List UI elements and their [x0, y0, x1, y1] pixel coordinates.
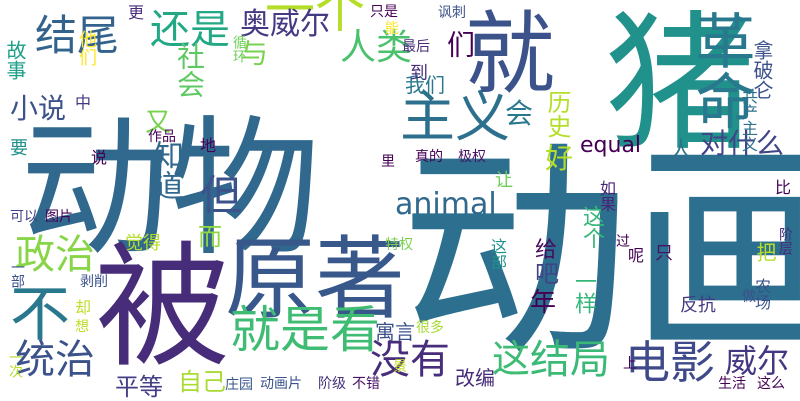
word-cloud-word: 循环 — [231, 35, 247, 63]
word-cloud-word: 拿破仑 — [750, 40, 774, 100]
word-cloud-word: 而 — [198, 223, 222, 251]
word-cloud-word: 平等 — [115, 373, 163, 401]
word-cloud-word: 想 — [75, 319, 89, 335]
word-cloud-word: 寓言 — [375, 320, 415, 344]
word-cloud-word: 很多 — [416, 320, 444, 336]
word-cloud-word: 让 — [495, 170, 513, 191]
word-cloud-word: 电影 — [625, 336, 716, 389]
word-cloud-word: 阶级 — [318, 376, 346, 392]
word-cloud-word: 不错 — [352, 376, 380, 392]
word-cloud-word: 不 — [10, 280, 70, 350]
word-cloud-word: 动画片 — [260, 376, 302, 392]
word-cloud-word: 图片 — [45, 209, 73, 225]
word-cloud-word: 一个 — [265, 0, 365, 39]
word-cloud-word: 一部 — [9, 260, 25, 288]
word-cloud-word: 反抗 — [680, 295, 716, 316]
word-cloud-word: 这部 — [488, 238, 507, 270]
word-cloud-word: 过 — [616, 234, 630, 250]
word-cloud-word: 故事 — [3, 40, 27, 80]
word-cloud-word: 统治 — [15, 337, 95, 383]
word-cloud-word: 对什么 — [700, 127, 785, 160]
word-cloud-word: 自己 — [178, 368, 226, 396]
word-cloud-word: 里 — [381, 154, 395, 170]
word-cloud-word: 剥削 — [80, 274, 108, 290]
word-cloud-word: 奥威尔 — [240, 7, 330, 42]
word-cloud-word: 们 — [443, 30, 476, 58]
word-cloud-word: 会 — [505, 97, 534, 130]
word-cloud-word: 吧 — [535, 260, 559, 288]
word-cloud-word: 说 — [91, 148, 108, 167]
word-cloud-word: 与 — [240, 37, 269, 70]
word-cloud-word: 他们 — [76, 30, 97, 66]
word-cloud-word: 地 — [200, 136, 217, 155]
word-cloud-word: 就 — [465, 2, 555, 107]
word-cloud-word: 庄园 — [225, 377, 253, 393]
word-cloud-word: 呢 — [628, 246, 645, 265]
word-cloud-word: 特权 — [385, 237, 413, 253]
word-cloud-word: 只是 — [370, 4, 398, 20]
word-cloud-word: 年 — [530, 288, 557, 318]
word-cloud-word: 却 — [75, 298, 92, 317]
word-cloud-word: 改编 — [455, 366, 495, 390]
word-cloud-word: 好 — [545, 142, 574, 175]
word-cloud-word: 讽刺 — [438, 5, 466, 21]
word-cloud-word: 阶层 — [777, 227, 793, 255]
word-cloud-word: 生活 — [718, 376, 746, 392]
word-cloud-word: 人类 — [340, 27, 413, 68]
word-cloud-word: 能 — [385, 21, 399, 37]
word-cloud-word: 这 — [492, 337, 531, 381]
word-cloud-word: 可以 — [10, 209, 38, 225]
word-cloud-word: 最后 — [402, 39, 430, 55]
word-cloud-word: 社会 — [173, 42, 206, 98]
word-cloud-word: 到 — [410, 63, 428, 84]
word-cloud-word: 动画 — [400, 121, 800, 388]
word-cloud-word: 人 — [670, 138, 693, 163]
word-cloud-word: 就是看 — [230, 301, 380, 359]
word-cloud-word: 结尾 — [35, 11, 120, 60]
word-cloud-word: 结局 — [530, 337, 610, 383]
word-cloud-word: 觉得 — [125, 233, 161, 254]
word-cloud-word: 主义 — [400, 85, 511, 149]
word-cloud-word: 景 — [393, 359, 407, 375]
word-cloud-word: 一次 — [7, 350, 23, 378]
word-cloud-word: 小说 — [10, 92, 67, 125]
word-cloud-word: 把 — [753, 242, 777, 262]
word-cloud-word: 作品 — [148, 129, 176, 145]
word-cloud-word: 中 — [75, 93, 92, 112]
word-cloud-word: 一样 — [571, 270, 596, 314]
word-cloud-word: 更 — [128, 3, 145, 22]
word-cloud-word: 没有 — [370, 337, 450, 383]
word-cloud-word: 猪 — [605, 0, 756, 172]
word-cloud-word: 但 — [200, 171, 243, 220]
word-cloud-word: 被 — [95, 229, 230, 386]
word-cloud-word: 历史 — [543, 90, 571, 138]
word-cloud-word: 这个 — [579, 205, 604, 249]
word-cloud-word: 真的 — [415, 149, 443, 165]
word-cloud-word: 革命 — [685, 10, 755, 130]
word-cloud-word: 做 — [742, 289, 756, 305]
word-cloud-word: 如果 — [597, 180, 616, 212]
word-cloud-word: 只 — [655, 243, 673, 264]
word-cloud-word: 共产主义 — [739, 88, 758, 152]
word-cloud-word: 我们 — [405, 73, 445, 97]
word-cloud-word: 上 — [623, 356, 637, 372]
word-cloud-word: 政治 — [15, 232, 95, 278]
word-cloud-word: 给 — [535, 238, 558, 263]
word-cloud-word: 还是 — [150, 7, 230, 53]
word-cloud-word: 动物 — [20, 103, 321, 277]
word-cloud-word: 要 — [10, 138, 28, 159]
word-cloud-word: 这么 — [757, 376, 785, 392]
word-cloud-word: 威尔 — [725, 342, 790, 380]
word-cloud-word: 知道 — [148, 140, 183, 200]
word-cloud-word: equal — [580, 133, 642, 158]
word-cloud-word: animal — [395, 187, 497, 222]
word-cloud-word: 比 — [775, 178, 792, 197]
word-cloud-word: 极权 — [458, 149, 486, 165]
word-cloud-word: 又 — [145, 108, 172, 138]
word-cloud-word: 原著 — [225, 227, 405, 332]
word-cloud-word: 农场 — [752, 278, 771, 310]
